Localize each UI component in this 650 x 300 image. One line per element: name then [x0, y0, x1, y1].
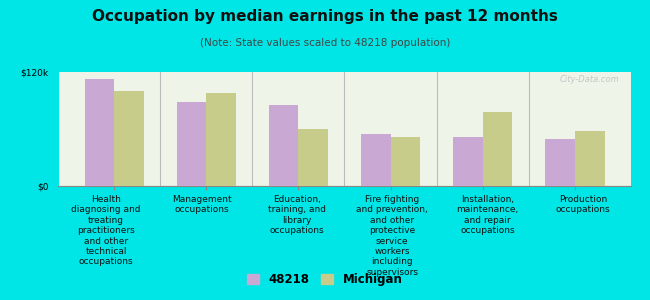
Text: Production
occupations: Production occupations [556, 195, 610, 214]
Text: Education,
training, and
library
occupations: Education, training, and library occupat… [268, 195, 326, 235]
Bar [206, 93, 236, 186]
Bar [483, 112, 512, 186]
Text: City-Data.com: City-Data.com [559, 75, 619, 84]
Text: Health
diagnosing and
treating
practitioners
and other
technical
occupations: Health diagnosing and treating practitio… [72, 195, 141, 266]
Bar [453, 136, 483, 186]
Text: Fire fighting
and prevention,
and other
protective
service
workers
including
sup: Fire fighting and prevention, and other … [356, 195, 428, 277]
Text: Management
occupations: Management occupations [172, 195, 231, 214]
Legend: 48218, Michigan: 48218, Michigan [242, 269, 408, 291]
Bar [298, 129, 328, 186]
Bar [575, 131, 604, 186]
Bar [269, 105, 298, 186]
Text: Occupation by median earnings in the past 12 months: Occupation by median earnings in the pas… [92, 9, 558, 24]
Text: (Note: State values scaled to 48218 population): (Note: State values scaled to 48218 popu… [200, 38, 450, 47]
Bar [391, 136, 420, 186]
Bar [177, 102, 206, 186]
Bar [84, 79, 114, 186]
Bar [545, 139, 575, 186]
Bar [114, 91, 144, 186]
Bar [361, 134, 391, 186]
Text: Installation,
maintenance,
and repair
occupations: Installation, maintenance, and repair oc… [456, 195, 519, 235]
